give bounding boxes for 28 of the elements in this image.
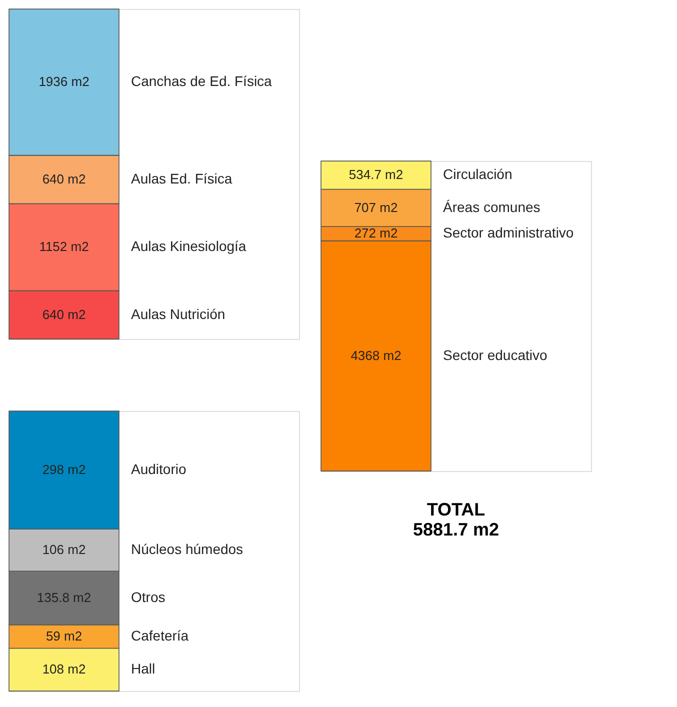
data-label: 108 m2 bbox=[42, 662, 86, 677]
series-label: Aulas Kinesiología bbox=[131, 238, 246, 254]
series-label: Aulas Ed. Física bbox=[131, 170, 232, 186]
data-label: 640 m2 bbox=[42, 306, 86, 322]
data-label: 135.8 m2 bbox=[36, 590, 92, 605]
series-label: Hall bbox=[131, 660, 156, 677]
data-label: 707 m2 bbox=[354, 200, 398, 215]
data-label: 640 m2 bbox=[42, 171, 86, 186]
series-label: Áreas comunes bbox=[443, 198, 540, 215]
series-label: Aulas Nutrición bbox=[131, 306, 226, 322]
series-label: Auditorio bbox=[131, 461, 186, 478]
series-label: Cafetería bbox=[131, 628, 189, 644]
series-label: Sector administrativo bbox=[443, 224, 574, 241]
data-label: 1152 m2 bbox=[39, 239, 89, 254]
series-label: Canchas de Ed. Física bbox=[131, 73, 272, 90]
series-label: Sector educativo bbox=[443, 346, 548, 363]
data-label: 298 m2 bbox=[42, 462, 86, 478]
data-label: 272 m2 bbox=[354, 226, 398, 241]
data-label: 1936 m2 bbox=[38, 74, 90, 90]
data-label: 59 m2 bbox=[46, 628, 82, 644]
series-label: Núcleos húmedos bbox=[131, 541, 244, 558]
data-label: 106 m2 bbox=[42, 542, 86, 558]
data-label: 4368 m2 bbox=[350, 348, 402, 363]
data-label: 534.7 m2 bbox=[348, 167, 404, 182]
text: 5881.7 m2 bbox=[412, 519, 500, 540]
text: TOTAL bbox=[426, 499, 486, 520]
series-label: Otros bbox=[131, 588, 166, 605]
series-label: Circulación bbox=[443, 166, 512, 182]
